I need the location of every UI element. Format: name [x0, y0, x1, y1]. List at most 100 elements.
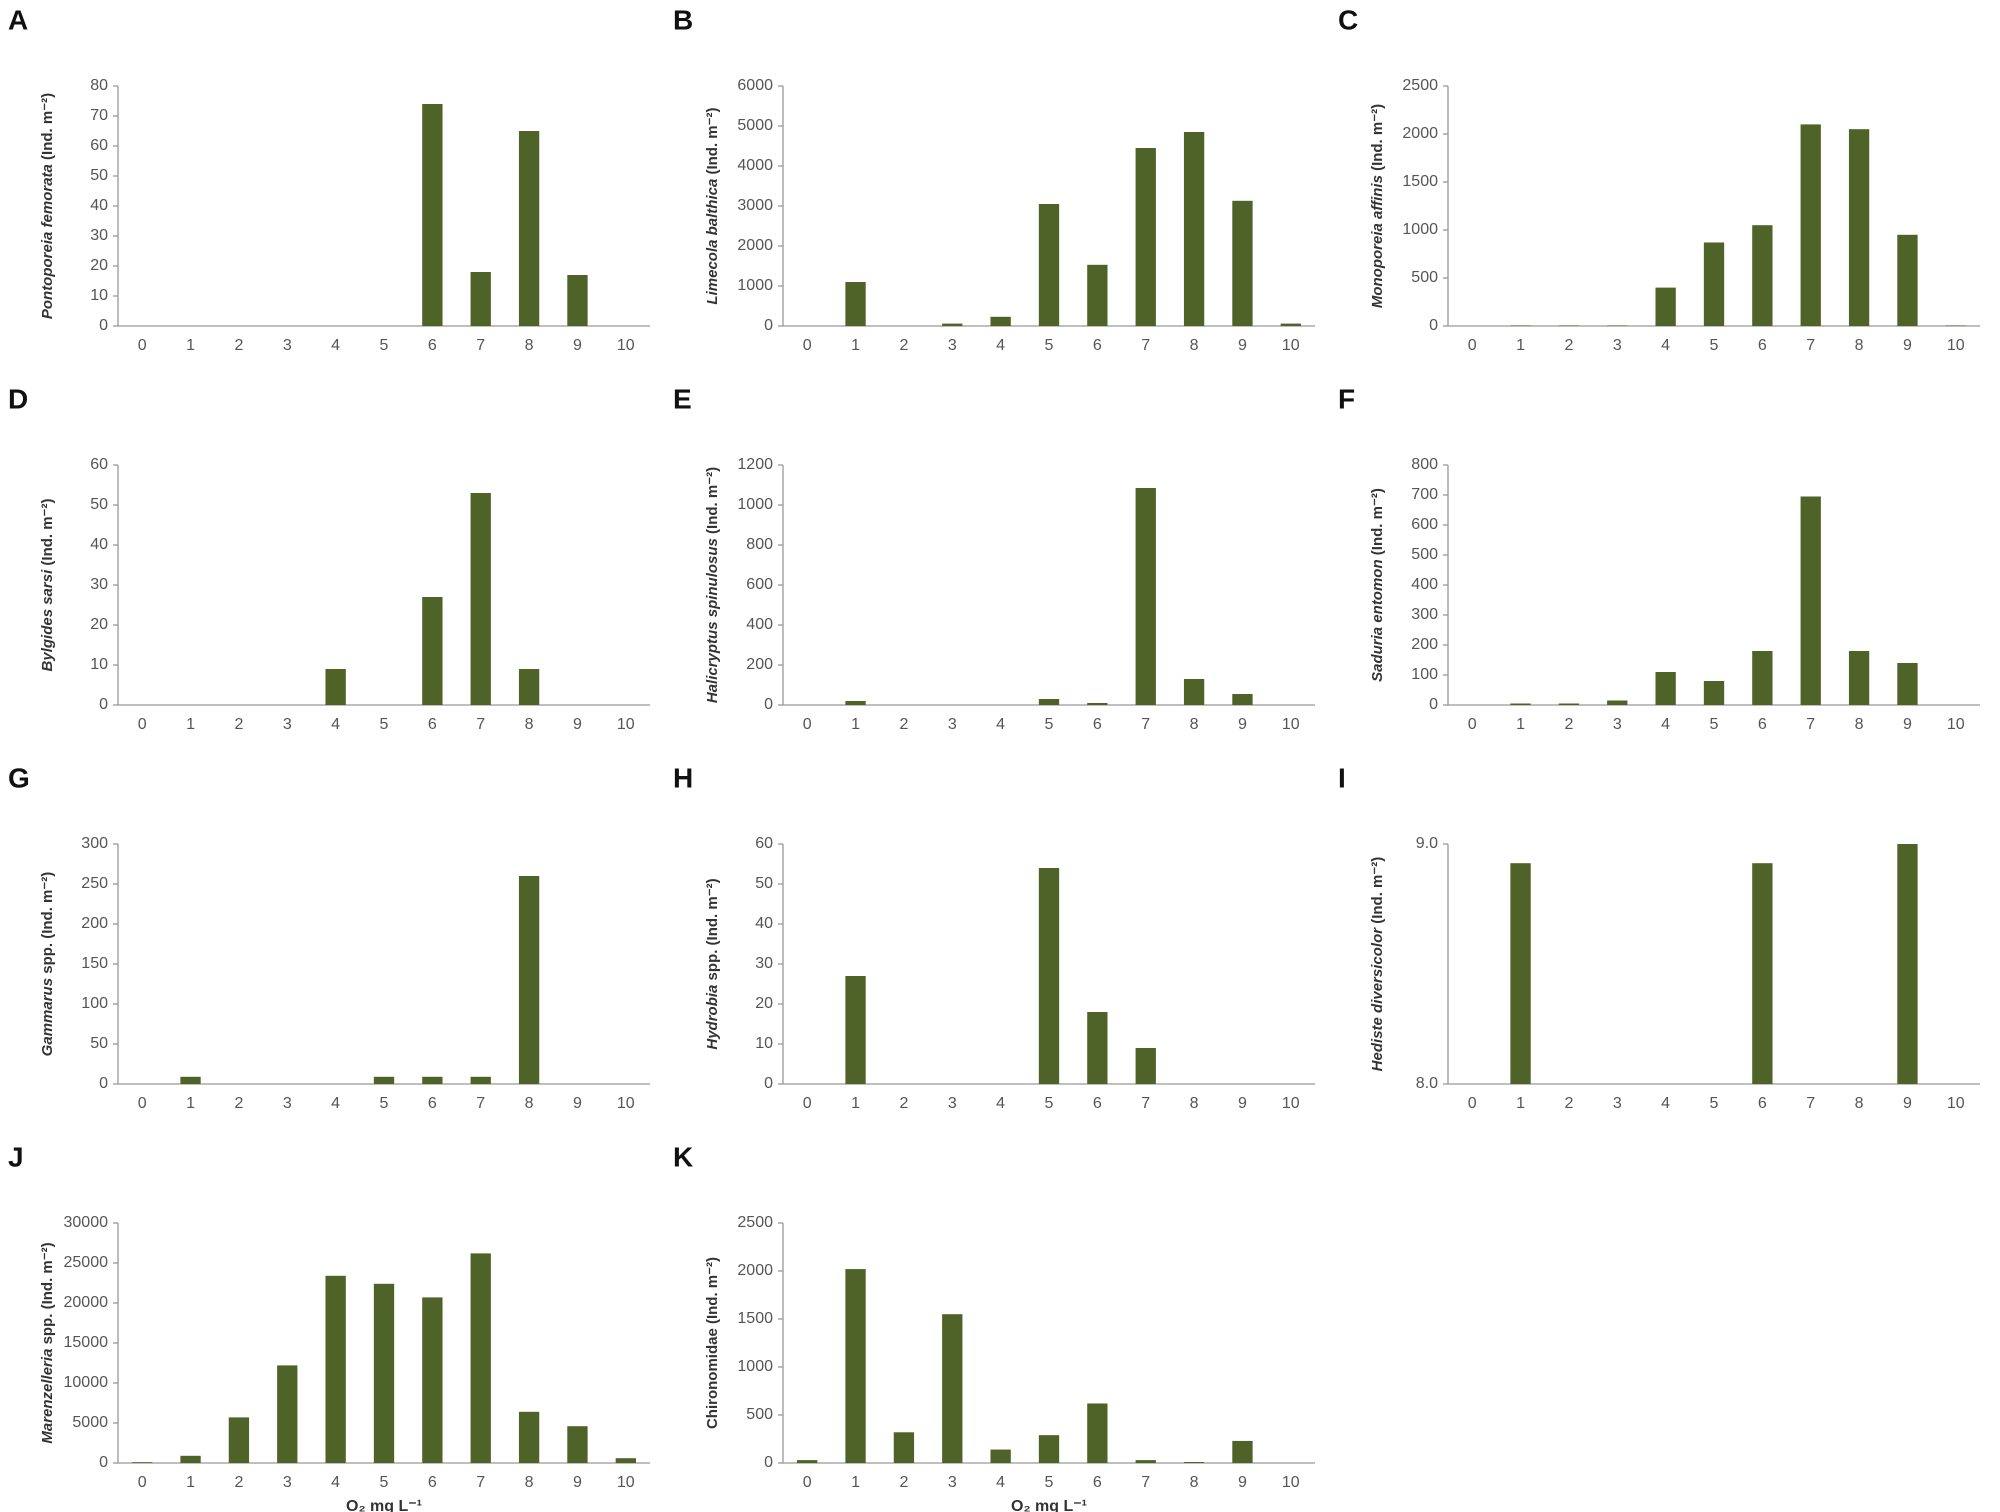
x-tick-label: 9 — [1238, 1095, 1247, 1112]
x-tick-label: 3 — [283, 716, 292, 733]
y-tick-label: 6000 — [737, 77, 773, 94]
bar — [470, 1253, 491, 1463]
y-tick-label: 10 — [90, 287, 108, 304]
x-tick-label: 9 — [1903, 716, 1912, 733]
bar — [1752, 651, 1773, 705]
panel-letter: B — [673, 4, 693, 35]
bar — [228, 1417, 250, 1463]
bar — [942, 323, 963, 326]
x-tick-label: 5 — [1045, 1095, 1054, 1112]
x-tick-label: 7 — [1806, 1095, 1815, 1112]
y-tick-label: 0 — [764, 1075, 773, 1092]
x-tick-label: 6 — [1758, 1095, 1767, 1112]
panel-letter: E — [673, 383, 692, 414]
x-tick-label: 5 — [1045, 716, 1054, 733]
x-tick-label: 2 — [899, 1095, 908, 1112]
x-tick-label: 10 — [1282, 716, 1300, 733]
bar — [1703, 242, 1725, 326]
panel-letter: A — [8, 4, 28, 35]
bar — [567, 275, 588, 326]
x-tick-label: 9 — [1238, 337, 1247, 354]
y-tick-label: 40 — [90, 197, 108, 214]
x-tick-label: 0 — [1468, 716, 1477, 733]
x-tick-label: 0 — [803, 337, 812, 354]
x-tick-label: 4 — [1661, 716, 1670, 733]
x-tick-label: 6 — [1093, 1095, 1102, 1112]
bar — [422, 1076, 443, 1084]
panel-letter: F — [1338, 383, 1355, 414]
y-tick-label: 60 — [90, 456, 108, 473]
x-tick-label: 4 — [331, 1095, 340, 1112]
x-tick-label: 5 — [1710, 337, 1719, 354]
y-label-unit: (Ind. m⁻²) — [1369, 857, 1386, 928]
x-tick-label: 1 — [1516, 716, 1525, 733]
x-tick-label: 7 — [1141, 1095, 1150, 1112]
x-tick-label: 3 — [1613, 716, 1622, 733]
bar — [797, 1460, 818, 1463]
y-axis-label: Hydrobia spp. (Ind. m⁻²) — [704, 878, 721, 1049]
y-axis-label: Pontoporeia femorata (Ind. m⁻²) — [39, 93, 56, 319]
bar — [990, 1449, 1011, 1463]
panel: H 0 10 20 30 40 50 60 Hydrobia spp. (Ind. m⁻²) 0 1… — [673, 762, 1315, 1112]
panel: D 0 10 20 30 40 50 60 Bylgides sarsi (Ind. m⁻²) 0… — [8, 383, 650, 733]
x-tick-label: 9 — [573, 337, 582, 354]
x-tick-label: 3 — [283, 1095, 292, 1112]
x-tick-label: 2 — [234, 1095, 243, 1112]
bar — [1752, 225, 1773, 326]
y-tick-label: 300 — [1411, 606, 1438, 623]
x-tick-label: 0 — [1468, 337, 1477, 354]
x-tick-label: 8 — [1855, 337, 1864, 354]
x-tick-label: 1 — [851, 337, 860, 354]
x-tick-label: 10 — [1282, 1474, 1300, 1491]
y-tick-label: 200 — [1411, 636, 1438, 653]
y-tick-label: 1000 — [737, 277, 773, 294]
x-tick-label: 9 — [1903, 337, 1912, 354]
bar — [1510, 863, 1531, 1084]
y-tick-label: 0 — [764, 1454, 773, 1471]
x-tick-label: 1 — [186, 1095, 195, 1112]
y-label-unit: spp. (Ind. m⁻²) — [39, 1242, 56, 1348]
bar — [470, 1076, 491, 1084]
x-tick-label: 2 — [899, 337, 908, 354]
x-tick-label: 3 — [283, 1474, 292, 1491]
x-tick-label: 2 — [899, 1474, 908, 1491]
bar — [1510, 703, 1531, 705]
bar — [1897, 234, 1918, 326]
bar — [470, 272, 491, 326]
x-tick-label: 3 — [948, 716, 957, 733]
x-tick-label: 4 — [331, 337, 340, 354]
y-label-unit: (Ind. m⁻²) — [704, 107, 721, 178]
x-tick-label: 6 — [428, 716, 437, 733]
panel: E 0 200 400 600 800 1000 1200 Halicryptus spinul… — [673, 383, 1315, 733]
y-tick-label: 700 — [1411, 486, 1438, 503]
y-label-unit: (Ind. m⁻²) — [39, 93, 56, 164]
y-label-unit: (Ind. m⁻²) — [704, 467, 721, 538]
y-tick-label: 20 — [90, 257, 108, 274]
bar — [1087, 1012, 1108, 1084]
x-tick-label: 5 — [1710, 1095, 1719, 1112]
y-tick-label: 20 — [755, 995, 773, 1012]
y-tick-label: 100 — [81, 995, 108, 1012]
x-tick-label: 8 — [525, 1095, 534, 1112]
x-tick-label: 10 — [617, 1095, 635, 1112]
y-label-unit: (Ind. m⁻²) — [1369, 488, 1386, 559]
y-tick-label: 400 — [1411, 576, 1438, 593]
y-tick-label: 200 — [746, 656, 773, 673]
x-tick-label: 10 — [617, 716, 635, 733]
bar — [518, 669, 540, 705]
x-tick-label: 1 — [851, 1095, 860, 1112]
y-tick-label: 500 — [746, 1406, 773, 1423]
panel-letter: I — [1338, 762, 1346, 793]
x-tick-label: 2 — [1564, 337, 1573, 354]
panel-letter: G — [8, 762, 30, 793]
x-tick-label: 1 — [851, 1474, 860, 1491]
y-tick-label: 30000 — [64, 1214, 109, 1231]
x-tick-label: 7 — [1141, 1474, 1150, 1491]
x-tick-label: 2 — [1564, 1095, 1573, 1112]
x-tick-label: 6 — [428, 337, 437, 354]
bar — [325, 1275, 346, 1463]
bar — [180, 1076, 201, 1084]
x-tick-label: 9 — [573, 1095, 582, 1112]
x-tick-label: 0 — [138, 337, 147, 354]
y-tick-label: 1000 — [1402, 221, 1438, 238]
